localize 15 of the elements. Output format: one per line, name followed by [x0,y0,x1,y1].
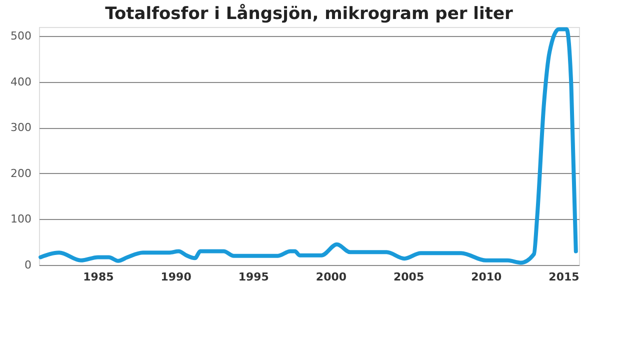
x-tick-label: 1995 [238,270,269,284]
y-tick-label: 100 [10,212,32,226]
x-tick-label: 1985 [83,270,114,284]
y-tick-label: 200 [10,166,32,180]
x-tick-label: 1990 [160,270,192,284]
x-tick-label: 2000 [316,270,347,284]
line-series [38,27,578,265]
y-tick-label: 0 [24,258,32,272]
x-tick-label: 2010 [471,270,502,284]
y-tick-label: 500 [10,30,32,43]
y-tick-label: 300 [10,121,32,134]
x-tick-label: 2005 [394,270,424,284]
x-tick-label: 2015 [548,270,580,284]
y-tick-label: 400 [10,75,32,88]
chart-title: Totalfosfor i Långsjön, mikrogram per liter [105,3,514,24]
